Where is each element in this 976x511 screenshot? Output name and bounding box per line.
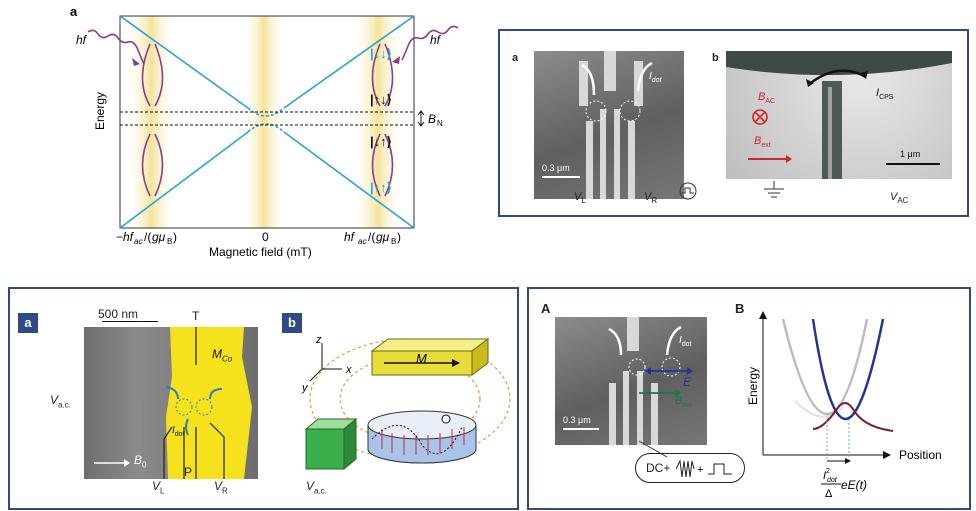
scale-label-a: 0.3 μm bbox=[542, 163, 570, 173]
svg-text:B: B bbox=[391, 237, 396, 246]
panel-b-label: b bbox=[712, 52, 719, 64]
x-axis-label: Position bbox=[899, 448, 942, 462]
energy-line-2b bbox=[283, 131, 415, 229]
state-down-up: |↓↑⟩ bbox=[370, 134, 392, 149]
panel-a-label: a bbox=[18, 313, 38, 333]
panel-A-label: A bbox=[541, 301, 551, 316]
svg-text:dot: dot bbox=[827, 477, 838, 484]
energy-line-1b bbox=[283, 15, 415, 109]
svg-text:eE(t): eE(t) bbox=[841, 478, 867, 492]
x-axis-label: Magnetic field (mT) bbox=[209, 245, 312, 259]
pulse-source-icon bbox=[679, 182, 697, 200]
axis-z: z bbox=[315, 334, 322, 346]
hf-left: hf bbox=[76, 33, 88, 47]
scale-bar bbox=[102, 321, 158, 322]
svg-text:−hf: −hf bbox=[116, 230, 135, 244]
t-label: T bbox=[192, 309, 200, 323]
panel-B-label: B bbox=[735, 301, 745, 316]
figure-zeeman-diagram: a hf hf Energy Magnetic field (mT) 0 −hf… bbox=[0, 0, 470, 262]
anticrossing-lower bbox=[247, 123, 285, 133]
photon-left-icon bbox=[87, 29, 145, 65]
axis-x: x bbox=[345, 364, 352, 376]
figure-edsr-potential: A B Idot E Bext 0.3 μm DC+ + bbox=[527, 287, 971, 510]
svg-text:gμ: gμ bbox=[152, 230, 166, 244]
ground-icon bbox=[764, 181, 784, 198]
svg-text:gμ: gμ bbox=[376, 230, 390, 244]
svg-text:N: N bbox=[437, 119, 443, 128]
svg-text:B: B bbox=[167, 237, 172, 246]
scale-label-b: 1 μm bbox=[900, 149, 921, 159]
svg-text:+: + bbox=[697, 464, 703, 476]
signal-source: DC+ + bbox=[635, 453, 745, 483]
vr-label: VR bbox=[644, 191, 658, 206]
panel-b-label: b bbox=[282, 313, 302, 333]
vac-label-b: Va.c. bbox=[306, 479, 327, 496]
svg-text:Δ: Δ bbox=[825, 488, 833, 500]
bn-label: B N bbox=[428, 112, 443, 128]
idot-label: Idot bbox=[679, 335, 692, 348]
zero-field-band bbox=[242, 16, 286, 228]
svg-text:2: 2 bbox=[826, 468, 830, 475]
displacement-formula: I dot 2 Δ eE(t) bbox=[821, 468, 867, 500]
icps-label: ICPS bbox=[876, 87, 894, 102]
x-tick-left: −hf ac /( gμ B ) bbox=[116, 230, 177, 246]
sem-image-magnet: MCo Idot B0 bbox=[84, 327, 258, 479]
energy-line-1a bbox=[119, 15, 249, 109]
plot-frame bbox=[119, 15, 415, 229]
hf-right: hf bbox=[430, 33, 442, 47]
scale-label: 0.3 μm bbox=[563, 415, 591, 425]
y-axis-label: Energy bbox=[93, 92, 107, 130]
bac-label: BAC bbox=[758, 91, 776, 106]
potential-plot: Energy Position I dot 2 Δ eE(t) bbox=[746, 311, 942, 500]
axis-y: y bbox=[301, 382, 309, 394]
state-down-down: |↓↓⟩ bbox=[370, 46, 392, 61]
svg-text:I: I bbox=[823, 470, 826, 482]
sem-image-dot: Idot E Bext 0.3 μm bbox=[555, 317, 707, 445]
vr-label: VR bbox=[214, 479, 228, 496]
resonance-band-left bbox=[125, 16, 177, 228]
bext-label: Bext bbox=[675, 395, 692, 410]
svg-text:/(: /( bbox=[144, 230, 151, 244]
p-label: P bbox=[184, 465, 193, 479]
svg-text:/(: /( bbox=[368, 230, 375, 244]
photon-right-icon bbox=[401, 25, 459, 61]
panel-a-label: a bbox=[512, 52, 519, 64]
state-up-down: |↑↓⟩ bbox=[370, 92, 392, 107]
vl-label: VL bbox=[574, 191, 586, 206]
sem-image-a: 0.3 μm Idot bbox=[534, 51, 684, 199]
vl-label: VL bbox=[152, 479, 165, 496]
svg-text:): ) bbox=[173, 230, 177, 244]
panel-label: a bbox=[70, 4, 78, 19]
x-tick-right: hf ac /( gμ B ) bbox=[344, 230, 401, 246]
i-dot-label: Idot bbox=[649, 71, 662, 84]
b0-label: B0 bbox=[134, 453, 147, 470]
svg-text:B: B bbox=[428, 112, 436, 126]
vac-label: Va.c. bbox=[50, 393, 71, 410]
m-label: M bbox=[416, 351, 427, 366]
anticrossing-upper bbox=[247, 107, 285, 117]
transition-arrows bbox=[141, 43, 394, 197]
rf-pulse-icon: + bbox=[676, 459, 732, 478]
vac-label: VAC bbox=[890, 191, 909, 206]
y-axis-label: Energy bbox=[746, 367, 760, 405]
sem-image-b: BAC Bext ICPS 1 μm bbox=[726, 51, 952, 179]
svg-text:ac: ac bbox=[358, 237, 366, 246]
idot-label: Idot bbox=[172, 425, 185, 438]
e-vector-label: E bbox=[683, 375, 692, 389]
micromagnet-schematic: z x y M bbox=[301, 334, 511, 471]
bext-label: Bext bbox=[754, 135, 771, 150]
x-tick-center: 0 bbox=[262, 230, 269, 244]
zeeman-energy-plot: a hf hf Energy Magnetic field (mT) 0 −hf… bbox=[70, 4, 459, 259]
svg-text:hf: hf bbox=[344, 230, 356, 244]
mco-label: MCo bbox=[212, 347, 233, 364]
state-up-up: |↑↑⟩ bbox=[370, 180, 392, 195]
figure-dot-micrographs: a b 0.3 μm Idot VL VR bbox=[498, 29, 969, 217]
scale-label: 500 nm bbox=[98, 307, 139, 321]
signal-label: DC+ bbox=[646, 461, 671, 475]
svg-text:): ) bbox=[397, 230, 401, 244]
svg-text:ac: ac bbox=[134, 237, 142, 246]
energy-line-2a bbox=[119, 131, 249, 229]
figure-micromagnet: a b MCo Idot B0 500 nm T Va.c. VL P VR bbox=[8, 287, 519, 510]
